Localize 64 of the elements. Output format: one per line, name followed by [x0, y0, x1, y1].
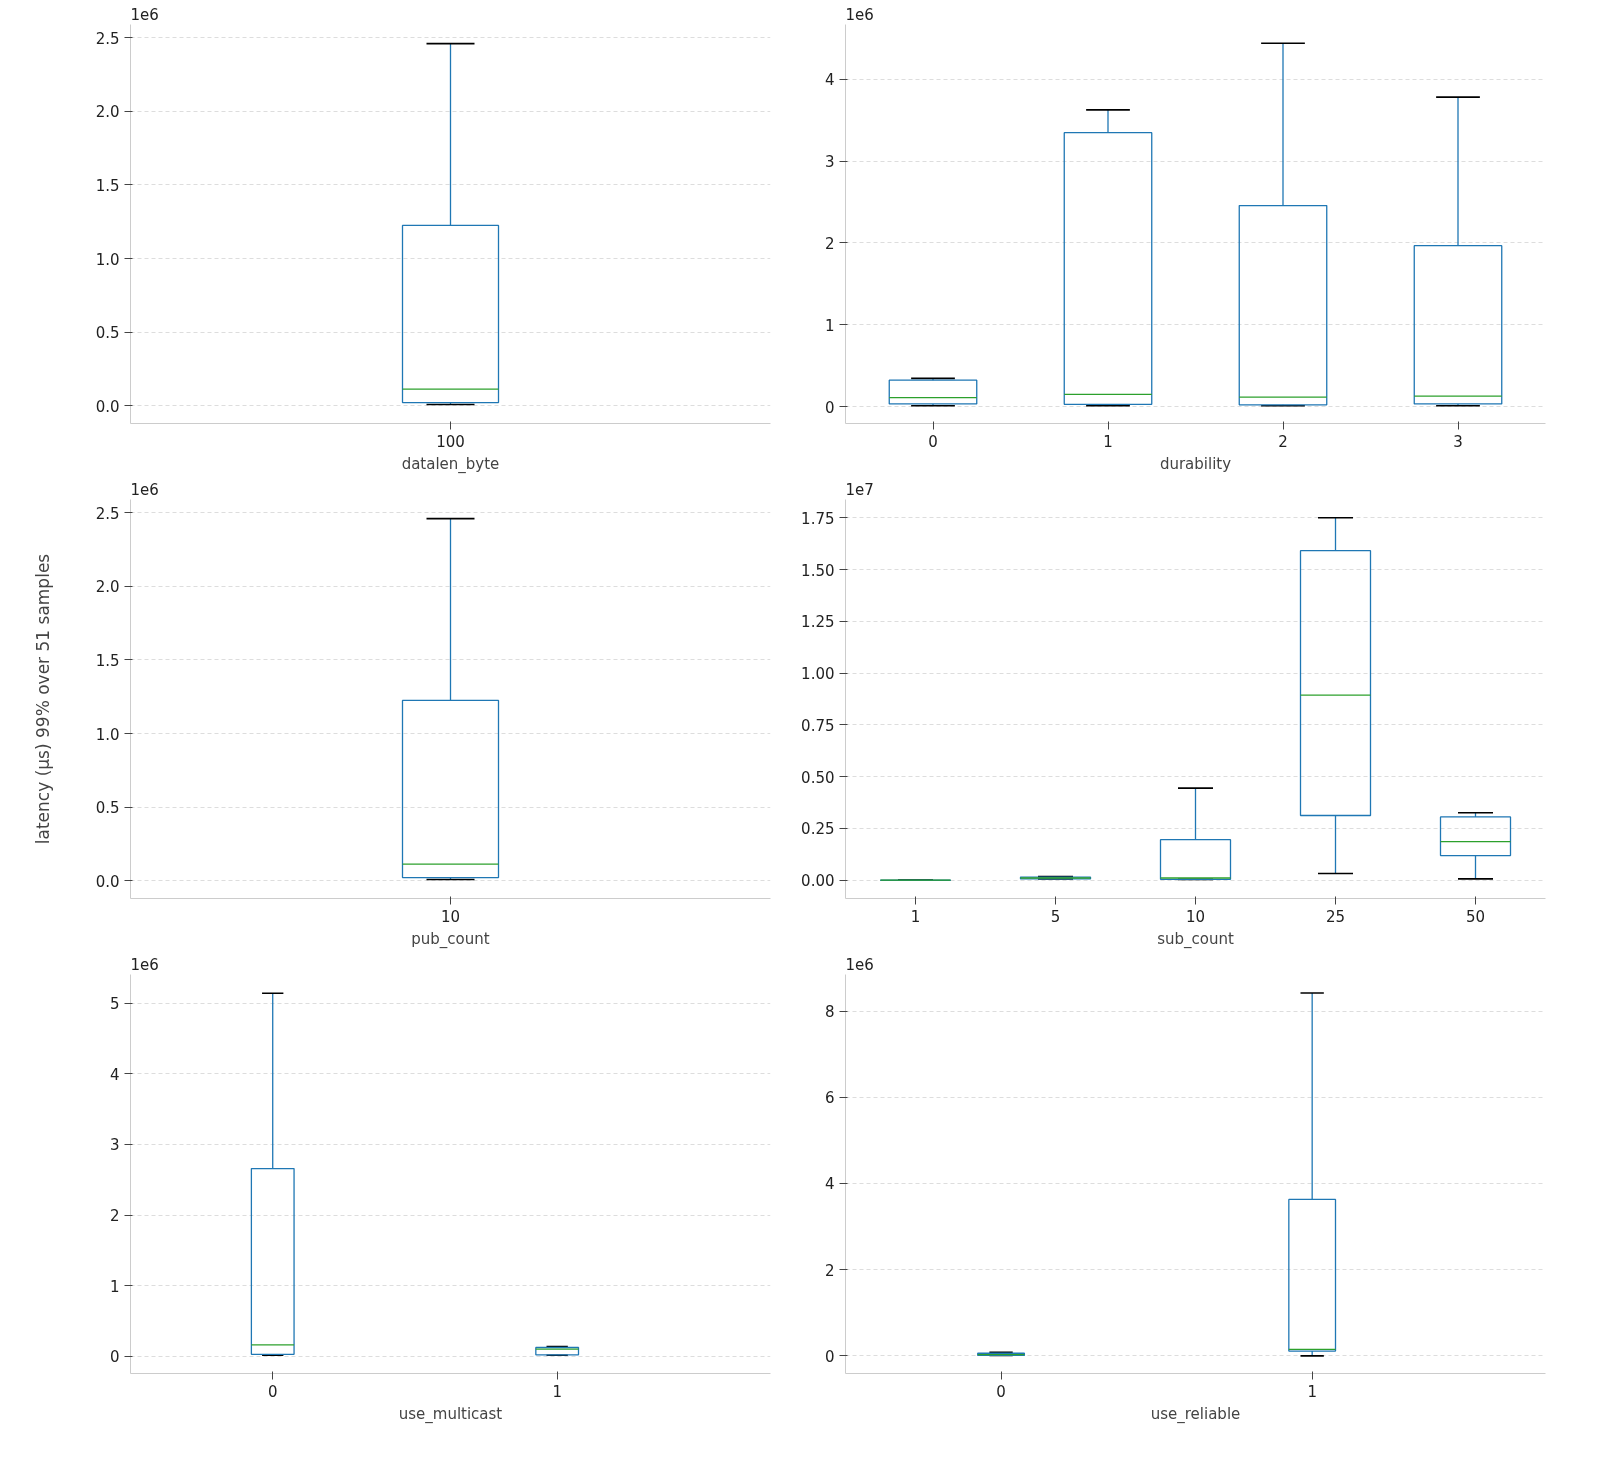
y-tick-label: 2.0: [95, 578, 120, 597]
text: 1e6: [845, 955, 874, 974]
x-tick-label: 1: [552, 1382, 562, 1401]
y-tick-label: 0.75: [801, 716, 835, 735]
y-tick-label: 0.25: [801, 820, 835, 839]
text: 1e6: [130, 480, 159, 499]
y-tick-label: 4: [824, 71, 835, 90]
y-tick-label: 2: [824, 1261, 835, 1280]
y-tick-label: 8: [824, 1003, 835, 1022]
y-tick-label: 0.0: [95, 397, 120, 416]
y-tick-label: 0.0: [95, 872, 120, 891]
y-tick-label: 1.50: [801, 561, 835, 580]
y-tick-label: 1: [824, 316, 835, 335]
x-tick-label: 1: [910, 907, 921, 926]
y-tick-label: 1.5: [95, 651, 120, 670]
y-tick-label: 2.5: [95, 504, 120, 523]
x-tick-label: 25: [1325, 907, 1346, 926]
y-tick-label: 1.00: [801, 665, 835, 684]
y-tick-label: 1.0: [95, 250, 120, 269]
y-tick-label: 4: [109, 1065, 120, 1084]
x-axis-title: sub_count: [1157, 929, 1234, 949]
x-tick-label: 1: [1307, 1382, 1317, 1401]
y-tick-label: 1.5: [95, 176, 120, 195]
y-tick-label: 2: [824, 234, 835, 253]
x-tick-label: 3: [1453, 432, 1463, 451]
y-tick-label: 1.25: [801, 613, 835, 632]
x-tick-label: 5: [1050, 907, 1061, 926]
x-tick-label: 0: [928, 432, 938, 451]
y-tick-label: 2.0: [95, 103, 120, 122]
y-tick-label: 2: [109, 1207, 120, 1226]
x-axis-title: use_multicast: [398, 1404, 503, 1424]
y-tick-label: 4: [824, 1175, 835, 1194]
text: 1e6: [845, 5, 874, 24]
x-axis-title: datalen_byte: [401, 454, 500, 474]
x-axis-title: pub_count: [411, 929, 490, 949]
text: 1e7: [845, 480, 874, 499]
y-tick-label: 1: [109, 1277, 120, 1296]
y-tick-label: 0.5: [95, 799, 120, 818]
y-tick-label: 5: [109, 995, 120, 1014]
x-tick-label: 1: [1103, 432, 1113, 451]
y-tick-label: 3: [109, 1136, 120, 1155]
y-tick-label: 0: [824, 1347, 835, 1366]
y-tick-label: 0.50: [801, 768, 835, 787]
x-tick-label: 10: [440, 907, 461, 926]
x-tick-label: 0: [267, 1382, 278, 1401]
x-tick-label: 2: [1278, 432, 1288, 451]
text: 1e6: [130, 955, 159, 974]
x-tick-label: 10: [1185, 907, 1206, 926]
y-tick-label: 0.00: [801, 872, 835, 891]
x-tick-label: 100: [436, 432, 465, 451]
x-axis-title: durability: [1159, 454, 1232, 473]
x-tick-label: 50: [1465, 907, 1486, 926]
y-tick-label: 2.5: [95, 29, 120, 48]
y-tick-label: 0.5: [95, 324, 120, 343]
y-tick-label: 3: [824, 153, 835, 172]
y-tick-label: 6: [824, 1089, 835, 1108]
text: 1e6: [130, 5, 159, 24]
x-axis-title: use_reliable: [1150, 1404, 1241, 1424]
y-tick-label: 1.0: [95, 725, 120, 744]
y-tick-label: 0: [824, 398, 835, 417]
y-axis-title: latency (µs) 99% over 51 samples: [32, 553, 53, 845]
y-tick-label: 1.75: [801, 509, 835, 528]
x-tick-label: 0: [996, 1382, 1006, 1401]
y-tick-label: 0: [109, 1348, 120, 1367]
